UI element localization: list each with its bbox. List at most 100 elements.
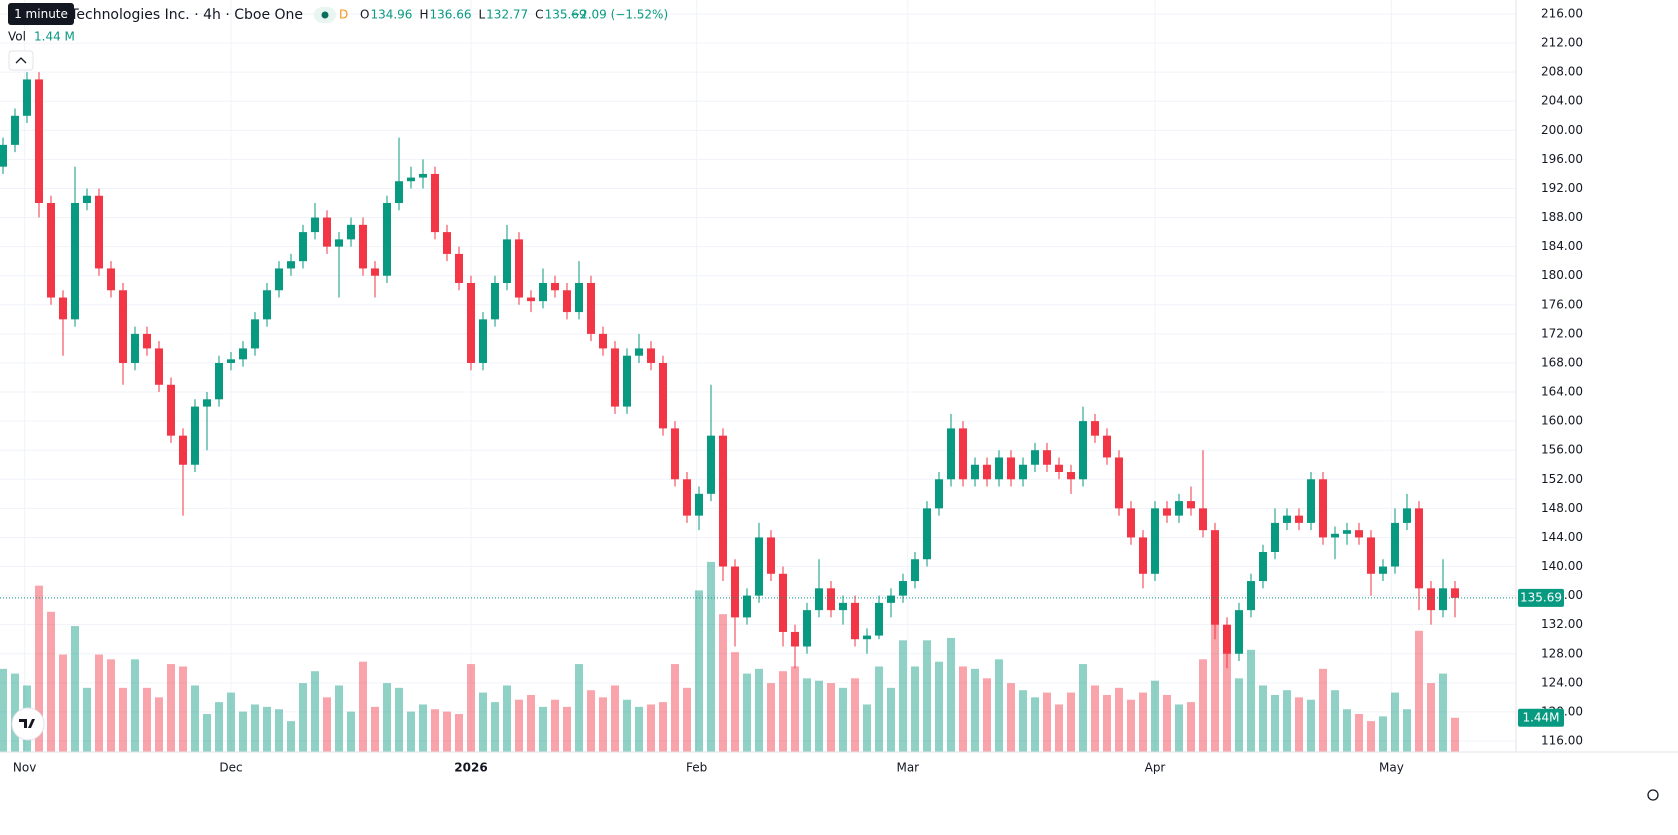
volume-bar [1271, 694, 1279, 752]
candle-body [1367, 537, 1375, 574]
volume-bar [539, 706, 547, 752]
ohlc-key: C [535, 8, 543, 22]
volume-bar [1247, 649, 1255, 752]
volume-bar [1019, 690, 1027, 752]
volume-bar [947, 637, 955, 752]
volume-bar [299, 683, 307, 752]
x-tick-label: Dec [219, 761, 242, 775]
candle-body [1115, 457, 1123, 509]
y-tick-label: 188.00 [1541, 210, 1583, 224]
collapse-button[interactable] [8, 50, 34, 71]
candle-body [23, 79, 31, 116]
candle-body [1235, 610, 1243, 654]
volume-bar [335, 685, 343, 752]
candle-body [1199, 508, 1207, 531]
candle-body [323, 217, 331, 247]
volume-bar [1079, 664, 1087, 752]
volume-bar [899, 640, 907, 752]
y-tick-label: 164.00 [1541, 385, 1583, 399]
volume-bar [1343, 709, 1351, 752]
candle-body [227, 359, 235, 363]
volume-bar [191, 685, 199, 752]
candle-body [995, 457, 1003, 480]
y-tick-label: 176.00 [1541, 297, 1583, 311]
candle-body [815, 588, 823, 611]
y-tick-label: 156.00 [1541, 443, 1583, 457]
volume-bar [35, 585, 43, 752]
ohlc-key: O [360, 8, 369, 22]
volume-bar [863, 704, 871, 752]
volume-bar [839, 687, 847, 752]
volume-bar [263, 706, 271, 752]
volume-bar [779, 671, 787, 752]
candle-body [1211, 530, 1219, 625]
volume-bar [323, 697, 331, 752]
volume-bar [719, 614, 727, 752]
volume-bar [659, 702, 667, 752]
candle-body [827, 588, 835, 611]
volume-bar [83, 687, 91, 752]
candle-body [791, 631, 799, 647]
candle-body [335, 239, 343, 247]
candle-body [611, 348, 619, 407]
volume-pane [0, 561, 1459, 752]
volume-bar [1439, 673, 1447, 752]
volume-bar [59, 654, 67, 752]
candle-body [551, 282, 559, 291]
collapse-icon [15, 57, 27, 64]
candle-body [191, 406, 199, 465]
volume-bar [1067, 692, 1075, 752]
last-price-tag [1518, 588, 1564, 607]
volume-bar [683, 687, 691, 752]
volume-bar [875, 666, 883, 752]
candle-body [47, 203, 55, 298]
volume-bar [983, 678, 991, 752]
settings-icon[interactable] [1647, 789, 1659, 801]
volume-bar [695, 590, 703, 752]
volume-bar [239, 711, 247, 752]
last-price-label: 135.69 [1520, 590, 1562, 604]
volume-bar [347, 711, 355, 752]
candle-body [923, 508, 931, 560]
volume-bar [1151, 680, 1159, 752]
volume-bar [623, 699, 631, 752]
y-tick-label: 128.00 [1541, 646, 1583, 660]
volume-bar [155, 697, 163, 752]
volume-bar [599, 697, 607, 752]
y-tick-label: 196.00 [1541, 152, 1583, 166]
candle-body [1223, 624, 1231, 654]
candle-body [1319, 479, 1327, 538]
volume-bar [1007, 683, 1015, 752]
volume-bar [311, 671, 319, 752]
logo[interactable] [11, 707, 45, 741]
candle-body [491, 282, 499, 320]
volume-bar [743, 673, 751, 752]
candle-body [359, 224, 367, 269]
candle-body [959, 428, 967, 480]
candle-body [143, 333, 151, 349]
candle-body [311, 217, 319, 233]
x-tick-label: Feb [686, 761, 707, 775]
y-tick-label: 160.00 [1541, 414, 1583, 428]
symbol-title: r Technologies Inc. · 4h · Cboe One [60, 7, 303, 23]
volume-bar [923, 640, 931, 752]
candle-body [623, 355, 631, 407]
axes: 116.00120.00124.00128.00132.00136.00140.… [13, 7, 1583, 775]
candle-body [899, 581, 907, 596]
volume-bar [359, 661, 367, 752]
volume-bar [503, 685, 511, 752]
candle-body [263, 290, 271, 320]
volume-bar [1295, 697, 1303, 752]
volume-bar [1319, 668, 1327, 752]
candle-body [1007, 457, 1015, 480]
volume-bar [1127, 699, 1135, 752]
volume-bar [371, 706, 379, 752]
candle-body [659, 362, 667, 429]
candle-body [1295, 515, 1303, 523]
candle-body [707, 435, 715, 494]
candle-body [1091, 421, 1099, 436]
volume-bar [143, 687, 151, 752]
volume-bar [1199, 659, 1207, 752]
volume-bar [635, 706, 643, 752]
volume-bar [0, 668, 7, 752]
